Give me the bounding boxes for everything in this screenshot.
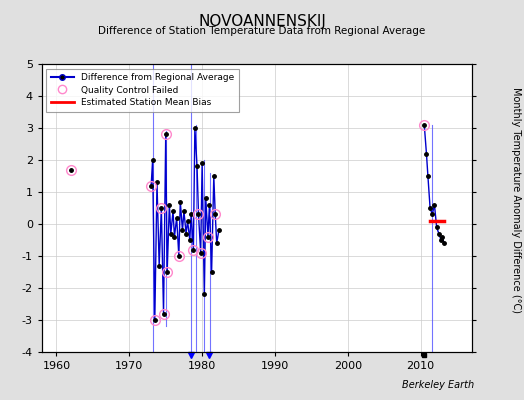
- Text: NOVOANNENSKIJ: NOVOANNENSKIJ: [198, 14, 326, 29]
- Text: Berkeley Earth: Berkeley Earth: [402, 380, 474, 390]
- Text: Difference of Station Temperature Data from Regional Average: Difference of Station Temperature Data f…: [99, 26, 425, 36]
- Text: Monthly Temperature Anomaly Difference (°C): Monthly Temperature Anomaly Difference (…: [511, 87, 521, 313]
